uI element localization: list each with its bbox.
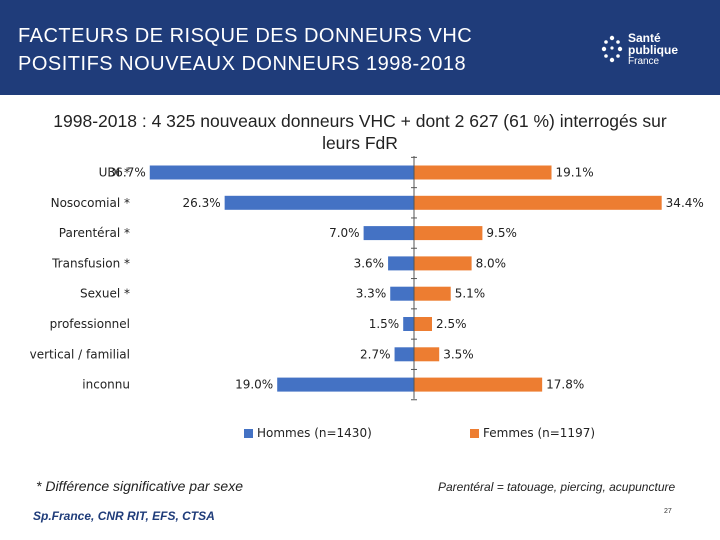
bar-femmes [414,347,440,362]
legend-swatch-femmes [470,429,479,438]
legend-swatch-hommes [244,429,253,438]
header-banner: FACTEURS DE RISQUE DES DONNEURS VHC POSI… [0,0,720,95]
slide-title-line2: POSITIFS NOUVEAUX DONNEURS 1998-2018 [18,53,467,75]
bar-hommes [277,377,414,392]
legend-label-hommes: Hommes (n=1430) [257,426,372,440]
bar-hommes [224,195,414,210]
slide-title: FACTEURS DE RISQUE DES DONNEURS VHC POSI… [18,22,578,78]
bar-hommes [390,286,414,301]
data-label-hommes: 19.0% [235,378,273,392]
page-number: 27 [664,508,672,515]
category-label: vertical / familial [30,347,130,361]
logo-line2: publique [628,43,678,57]
category-label: UDI * [99,166,130,180]
data-label-hommes: 26.3% [183,196,221,210]
logo-line3: France [628,56,660,67]
data-label-femmes: 17.8% [546,378,584,392]
data-label-femmes: 8.0% [476,256,507,270]
logo-dots-icon [601,35,623,63]
category-label: Parentéral * [59,226,130,240]
legend-label-femmes: Femmes (n=1197) [483,426,596,440]
data-label-hommes: 7.0% [329,226,360,240]
logo-line1: Santé [628,31,661,45]
sante-publique-logo: Santé publique France [600,32,696,76]
data-label-femmes: 34.4% [666,196,704,210]
data-label-hommes: 1.5% [369,317,400,331]
legend-hommes: Hommes (n=1430) [244,426,372,440]
slide-subtitle: 1998-2018 : 4 325 nouveaux donneurs VHC … [0,110,720,154]
category-label: Sexuel * [80,287,130,301]
bar-hommes [388,256,414,271]
bar-hommes [394,347,414,362]
bar-femmes [414,226,483,241]
data-label-femmes: 5.1% [455,287,486,301]
slide-title-line1: FACTEURS DE RISQUE DES DONNEURS VHC [18,25,473,47]
category-label: professionnel [50,317,130,331]
subtitle-line1: 1998-2018 : 4 325 nouveaux donneurs VHC … [53,111,667,131]
bar-femmes [414,317,432,331]
source-note: Sp.France, CNR RIT, EFS, CTSA [33,509,215,523]
data-label-femmes: 9.5% [486,226,517,240]
risk-factor-chart: UDI *36.7% 19.1% Nosocomial * 26.3% 34.4% Par… [30,156,704,401]
data-label-hommes: 3.6% [354,256,385,270]
bar-femmes [414,256,472,271]
data-label-femmes: 19.1% [556,166,594,180]
data-label-femmes: 3.5% [443,347,474,361]
data-label-hommes: 3.3% [356,287,387,301]
parenteral-note: Parentéral = tatouage, piercing, acupunc… [438,480,676,494]
bar-femmes [414,286,451,301]
bar-hommes [149,165,414,180]
category-label: inconnu [82,378,130,392]
significance-note: * Différence significative par sexe [36,478,243,494]
bar-hommes [363,226,414,241]
bar-femmes [414,195,662,210]
data-label-femmes: 2.5% [436,317,467,331]
category-label: Transfusion * [51,256,130,270]
category-label: Nosocomial * [51,196,130,210]
data-label-hommes: 36.7% [108,166,146,180]
logo-wordmark: Santé publique France [628,32,678,68]
bar-femmes [414,165,552,180]
bar-femmes [414,377,543,392]
data-label-hommes: 2.7% [360,347,391,361]
legend-femmes: Femmes (n=1197) [470,426,595,440]
subtitle-line2: leurs FdR [322,133,398,153]
bar-hommes [403,317,414,331]
